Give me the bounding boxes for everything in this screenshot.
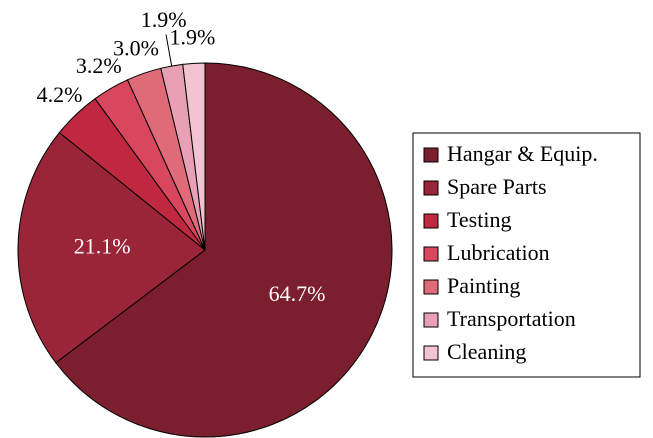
slice: [182, 62, 206, 251]
value-label: 3.0%: [113, 36, 159, 61]
legend-label: Painting: [447, 273, 520, 298]
leader-line: [165, 34, 173, 67]
labels: 64.7% 21.1% 4.2% 3.2%3.0% 1.9%1.9%: [37, 7, 326, 306]
pie: [17, 62, 393, 438]
value-label: 1.9%: [169, 24, 215, 49]
legend: Hangar & Equip. Spare Parts Testing Lubrica…: [423, 141, 598, 364]
legend-swatch: [423, 345, 439, 361]
slice: [55, 62, 393, 438]
value-label: 1.9%: [141, 7, 187, 32]
legend-box: [412, 132, 641, 378]
value-label: 21.1%: [74, 233, 131, 258]
slice: [17, 131, 206, 364]
legend-swatch: [423, 147, 439, 163]
legend-swatch: [423, 213, 439, 229]
value-label: 3.2%: [76, 53, 122, 78]
legend-swatch: [423, 279, 439, 295]
legend-label: Testing: [447, 207, 511, 232]
legend-label: Cleaning: [447, 339, 526, 364]
value-label: 4.2%: [37, 82, 83, 107]
legend-swatch: [423, 246, 439, 262]
legend-label: Spare Parts: [447, 174, 547, 199]
legend-swatch: [423, 312, 439, 328]
legend-label: Lubrication: [447, 240, 550, 265]
legend-label: Transportation: [447, 306, 576, 331]
value-label: 64.7%: [269, 281, 326, 306]
legend-swatch: [423, 180, 439, 196]
legend-label: Hangar & Equip.: [447, 141, 598, 166]
